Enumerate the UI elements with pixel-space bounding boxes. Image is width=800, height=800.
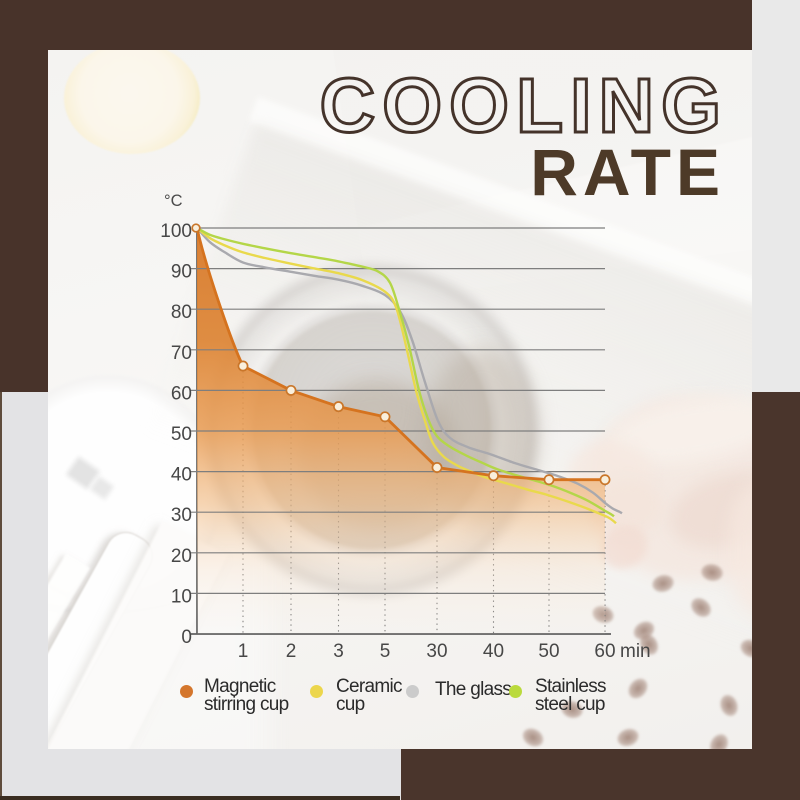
svg-text:3: 3 [333, 641, 344, 662]
svg-text:50: 50 [538, 641, 559, 662]
svg-text:50: 50 [171, 424, 192, 445]
svg-text:60: 60 [171, 383, 192, 404]
svg-text:°C: °C [164, 192, 183, 210]
svg-text:90: 90 [171, 262, 192, 283]
svg-text:1: 1 [238, 641, 249, 662]
svg-text:5: 5 [380, 641, 391, 662]
svg-text:10: 10 [171, 586, 192, 607]
svg-text:40: 40 [171, 465, 192, 486]
svg-text:min: min [620, 641, 651, 662]
svg-text:20: 20 [171, 546, 192, 567]
svg-text:40: 40 [483, 641, 504, 662]
svg-text:60: 60 [594, 641, 615, 662]
svg-text:0: 0 [181, 627, 192, 648]
svg-text:70: 70 [171, 343, 192, 364]
svg-text:100: 100 [160, 221, 192, 242]
svg-text:30: 30 [171, 505, 192, 526]
svg-text:80: 80 [171, 302, 192, 323]
svg-text:2: 2 [286, 641, 297, 662]
svg-text:30: 30 [426, 641, 447, 662]
